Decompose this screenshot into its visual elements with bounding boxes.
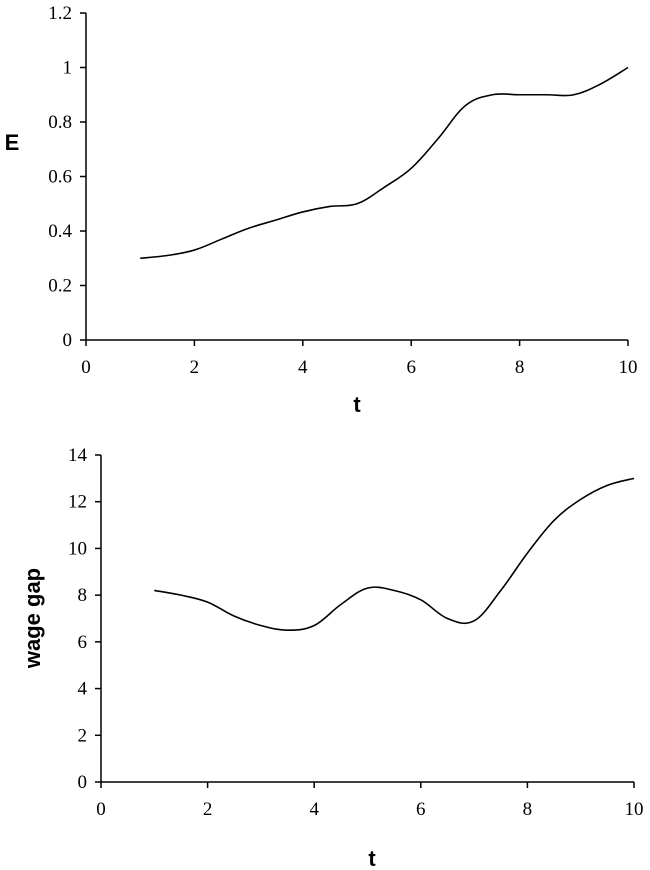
x-axis-title: t — [353, 392, 361, 417]
x-tick-label: 10 — [625, 799, 644, 820]
x-tick-label: 4 — [309, 799, 319, 820]
y-tick-label: 0.6 — [48, 167, 72, 188]
x-tick-label: 0 — [81, 357, 91, 378]
y-tick-label: 14 — [68, 445, 88, 466]
y-tick-label: 1 — [63, 58, 73, 79]
x-tick-label: 2 — [190, 357, 200, 378]
chart-wage-gap-over-t: 0 2 4 6 8 10 12 14 0 2 4 6 8 10 t wage gap — [20, 445, 644, 870]
y-tick-label: 0 — [63, 330, 73, 351]
y-tick-label: 0.2 — [48, 276, 72, 297]
y-tick-label: 12 — [68, 492, 87, 513]
y-axis-title: wage gap — [20, 568, 45, 669]
y-tick-label: 10 — [68, 538, 87, 559]
series-line — [140, 66, 629, 260]
y-tick-label: 0.8 — [48, 112, 72, 133]
y-tick-label: 0.4 — [48, 221, 72, 242]
series-line — [154, 477, 635, 631]
x-tick-label: 0 — [96, 799, 106, 820]
x-tick-label: 10 — [619, 357, 638, 378]
x-tick-label: 8 — [523, 799, 533, 820]
y-axis-title: E — [5, 130, 20, 155]
x-tick-label: 4 — [298, 357, 308, 378]
x-tick-label: 6 — [416, 799, 426, 820]
y-tick-label: 1.2 — [48, 3, 72, 24]
x-axis-title: t — [368, 846, 376, 870]
y-tick-label: 4 — [78, 679, 88, 700]
chart-e-over-t: 0 0.2 0.4 0.6 0.8 1 1.2 0 2 4 6 8 10 t E — [5, 3, 638, 417]
x-tick-label: 6 — [406, 357, 416, 378]
y-tick-label: 2 — [78, 725, 88, 746]
x-tick-label: 8 — [515, 357, 525, 378]
y-tick-label: 8 — [78, 585, 88, 606]
y-tick-label: 0 — [78, 772, 88, 793]
y-tick-label: 6 — [78, 632, 88, 653]
x-tick-label: 2 — [203, 799, 213, 820]
